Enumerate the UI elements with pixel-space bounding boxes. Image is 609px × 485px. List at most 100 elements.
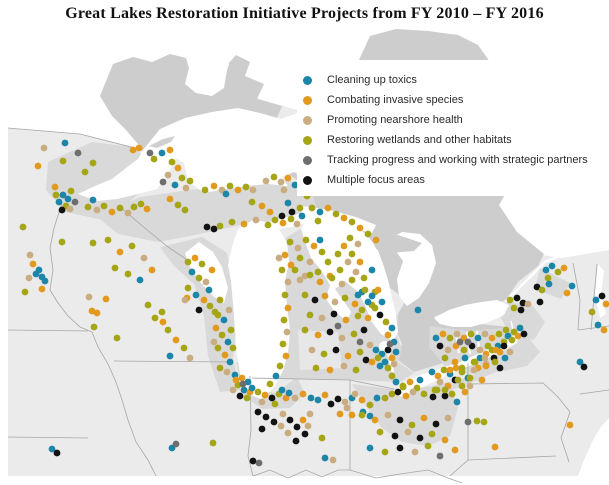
project-dot — [514, 332, 522, 340]
project-dot — [271, 216, 279, 224]
project-dot — [223, 368, 231, 376]
project-dot — [506, 348, 514, 356]
project-dot — [228, 218, 236, 226]
project-dot — [64, 195, 72, 203]
project-dot — [280, 316, 288, 324]
project-dot — [602, 300, 609, 308]
project-dot — [186, 354, 194, 362]
project-dot — [294, 244, 302, 252]
project-dot — [376, 428, 384, 436]
project-dot — [416, 434, 424, 442]
project-dot — [254, 408, 262, 416]
project-dot — [361, 286, 369, 294]
project-dot — [366, 412, 374, 420]
project-dot — [352, 366, 360, 374]
project-dot — [284, 304, 292, 312]
project-dot — [336, 266, 344, 274]
project-dot — [287, 215, 295, 223]
project-dot — [308, 346, 316, 354]
project-dot — [314, 268, 322, 276]
project-dot — [159, 318, 167, 326]
project-dot — [364, 298, 372, 306]
legend-item-label: Tracking progress and working with strat… — [327, 154, 588, 166]
project-dot — [314, 396, 322, 404]
project-dot — [146, 149, 154, 157]
legend-item-label: Promoting nearshore health — [327, 114, 463, 126]
project-dot — [372, 346, 380, 354]
project-dot — [446, 334, 454, 342]
project-dot — [376, 362, 384, 370]
project-dot — [318, 314, 326, 322]
project-dot — [130, 203, 138, 211]
project-dot — [306, 271, 314, 279]
project-dot — [158, 308, 166, 316]
project-dot — [341, 398, 349, 406]
project-dot — [224, 338, 232, 346]
legend-item-0: Cleaning up toxics — [297, 74, 605, 86]
project-dot — [67, 187, 75, 195]
project-dot — [212, 324, 220, 332]
project-dot — [374, 286, 382, 294]
project-dot — [100, 202, 108, 210]
project-dot — [326, 328, 334, 336]
project-dot — [284, 429, 292, 437]
project-dot — [296, 276, 304, 284]
project-dot — [261, 391, 269, 399]
project-dot — [238, 374, 246, 382]
project-dot — [366, 341, 374, 349]
project-dot — [428, 368, 436, 376]
state-borders — [7, 127, 609, 484]
project-dot — [288, 208, 296, 216]
project-dot — [166, 352, 174, 360]
project-dot — [143, 205, 151, 213]
project-dot — [248, 384, 256, 392]
project-dot — [124, 270, 132, 278]
project-dot — [428, 430, 436, 438]
project-dot — [328, 274, 336, 282]
project-dot — [266, 208, 274, 216]
project-dot — [476, 346, 484, 354]
project-dot — [221, 351, 229, 359]
legend-item-5: Multiple focus areas — [297, 174, 605, 186]
project-dot — [316, 278, 324, 286]
project-dot — [420, 414, 428, 422]
project-dot — [332, 210, 340, 218]
project-dot — [164, 326, 172, 334]
project-dot — [461, 354, 469, 362]
project-dot — [473, 417, 481, 425]
project-dot — [248, 198, 256, 206]
project-dot — [364, 230, 372, 238]
project-dot — [466, 382, 474, 390]
project-dot — [340, 362, 348, 370]
project-dot — [496, 364, 504, 372]
project-dot — [284, 199, 292, 207]
project-dot — [172, 336, 180, 344]
project-dot — [454, 376, 462, 384]
project-dot — [258, 202, 266, 210]
project-dot — [279, 219, 287, 227]
project-dot — [592, 296, 600, 304]
project-dot — [356, 348, 364, 356]
project-dot — [453, 398, 461, 406]
project-dot — [312, 364, 320, 372]
project-dot — [456, 338, 464, 346]
project-dot — [301, 291, 309, 299]
project-dot — [321, 454, 329, 462]
project-dot — [225, 306, 233, 314]
project-dot — [399, 383, 407, 391]
project-dot — [166, 146, 174, 154]
project-dot — [210, 225, 218, 233]
project-dot — [466, 374, 474, 382]
project-dot — [524, 300, 532, 308]
project-dot — [408, 421, 416, 429]
project-dot — [181, 296, 189, 304]
project-dot — [501, 354, 509, 362]
project-dot — [467, 330, 475, 338]
project-dot — [25, 274, 33, 282]
project-dot — [458, 382, 466, 390]
project-dot — [330, 310, 338, 318]
project-dot — [384, 346, 392, 354]
project-dot — [81, 168, 89, 176]
project-dot — [135, 144, 143, 152]
project-dot — [164, 171, 172, 179]
